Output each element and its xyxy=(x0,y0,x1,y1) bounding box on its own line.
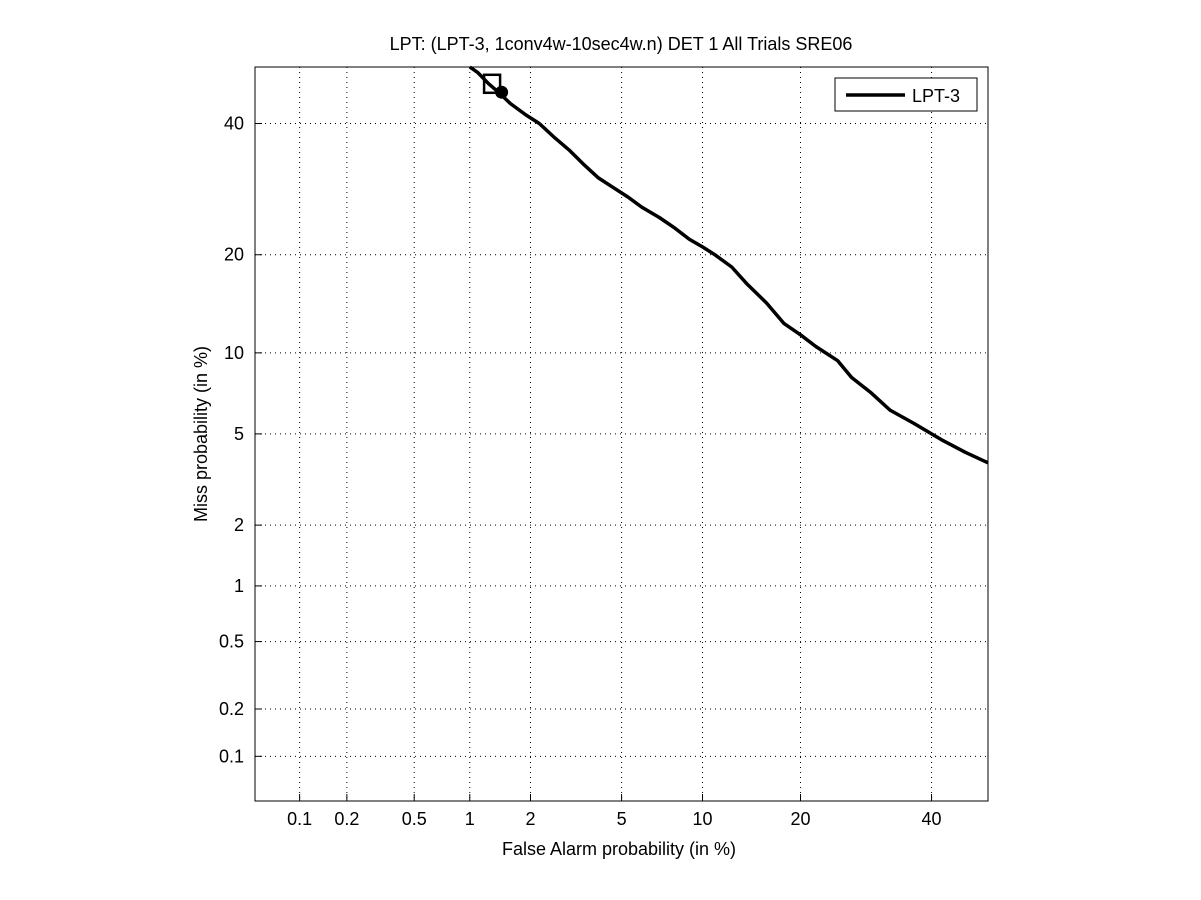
y-tick-label: 5 xyxy=(234,424,244,444)
grid-lines xyxy=(255,67,988,801)
legend-label-lpt-3: LPT-3 xyxy=(912,86,960,106)
x-tick-label: 0.5 xyxy=(402,809,427,829)
y-tick-label: 2 xyxy=(234,515,244,535)
y-tick-label: 10 xyxy=(224,343,244,363)
x-tick-label: 1 xyxy=(465,809,475,829)
y-tick-label: 40 xyxy=(224,114,244,134)
y-axis-ticks: 0.1 0.2 0.5 1 2 5 10 20 40 xyxy=(219,114,262,766)
x-tick-label: 0.1 xyxy=(287,809,312,829)
x-tick-label: 2 xyxy=(525,809,535,829)
y-tick-label: 0.1 xyxy=(219,746,244,766)
y-axis-label: Miss probability (in %) xyxy=(191,346,211,522)
y-tick-label: 20 xyxy=(224,245,244,265)
y-tick-label: 1 xyxy=(234,576,244,596)
y-tick-label: 0.5 xyxy=(219,632,244,652)
min-dcf-square-marker xyxy=(482,73,502,95)
y-tick-label: 0.2 xyxy=(219,699,244,719)
x-axis-ticks: 0.1 0.2 0.5 1 2 5 10 20 40 xyxy=(287,794,942,829)
legend: LPT-3 xyxy=(834,77,978,112)
x-tick-label: 5 xyxy=(617,809,627,829)
series-line-lpt-3 xyxy=(468,65,989,465)
series-layer xyxy=(468,65,989,465)
x-tick-label: 40 xyxy=(922,809,942,829)
eer-circle-marker xyxy=(495,85,509,99)
x-tick-label: 0.2 xyxy=(334,809,359,829)
chart-title: LPT: (LPT-3, 1conv4w-10sec4w.n) DET 1 Al… xyxy=(390,34,853,54)
x-tick-label: 20 xyxy=(791,809,811,829)
x-axis-label: False Alarm probability (in %) xyxy=(502,839,736,859)
x-tick-label: 10 xyxy=(693,809,713,829)
